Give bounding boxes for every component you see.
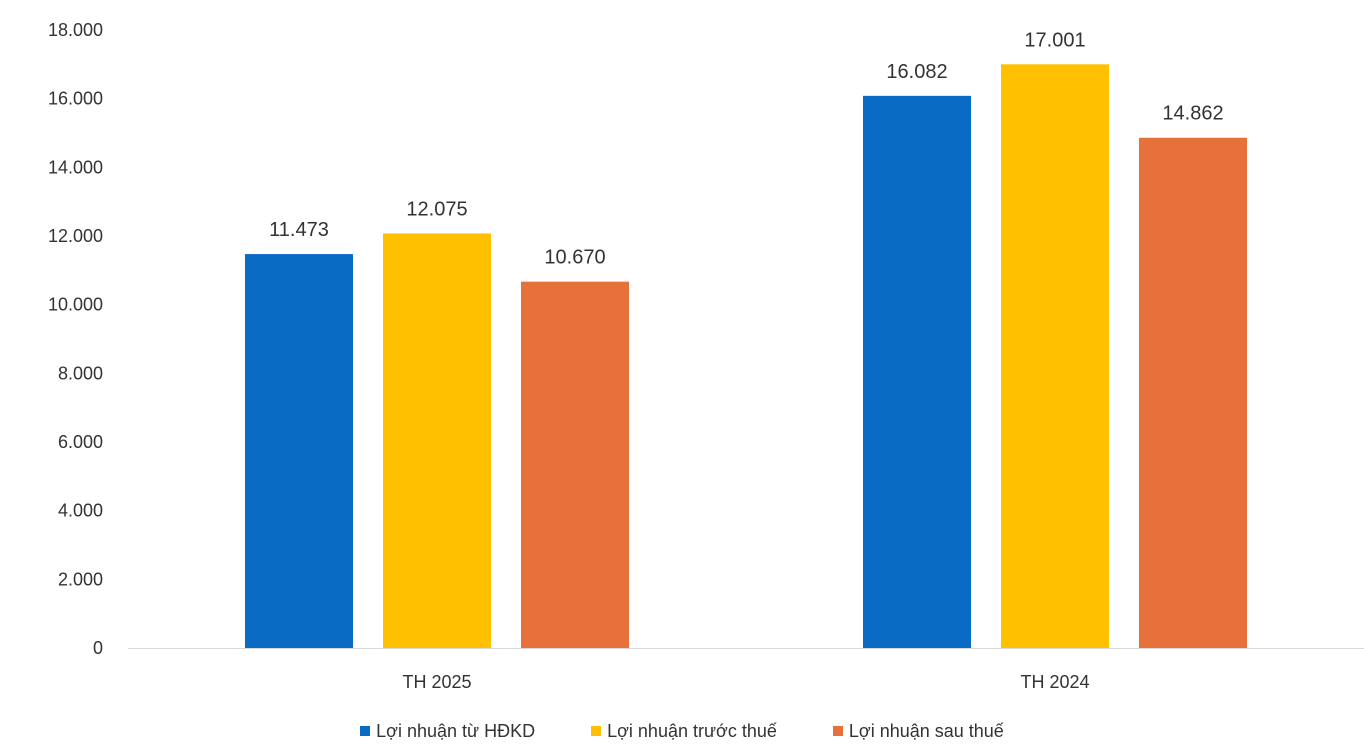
bar-1-2 — [863, 95, 971, 649]
legend-swatch — [360, 726, 371, 736]
y-tick-label: 2.000 — [58, 569, 103, 589]
bar-3-1 — [521, 281, 629, 648]
data-label: 11.473 — [269, 219, 329, 241]
y-tick-label: 18.000 — [48, 20, 103, 40]
bar-1-1 — [245, 254, 353, 648]
legend: Lợi nhuận từ HĐKD Lợi nhuận trước thuế Lợi… — [0, 718, 1364, 744]
legend-swatch — [591, 726, 602, 736]
legend-item: Lợi nhuận trước thuế — [591, 721, 777, 742]
y-tick-label: 10.000 — [48, 295, 103, 315]
legend-label: Lợi nhuận sau thuế — [848, 720, 1004, 741]
data-label: 10.670 — [544, 247, 605, 269]
legend-item: Lợi nhuận sau thuế — [832, 720, 1004, 742]
y-tick-label: 4.000 — [58, 501, 103, 521]
y-tick-label: 16.000 — [48, 89, 103, 109]
y-tick-label: 8.000 — [58, 363, 103, 383]
legend-label: Lợi nhuận trước thuế — [607, 720, 777, 741]
data-label: 14.862 — [1162, 103, 1223, 125]
x-category-label: TH 2024 — [1020, 672, 1089, 692]
legend-item: Lợi nhuận từ HĐKD — [360, 721, 535, 742]
bar-chart: 0 2.000 4.000 6.000 8.000 10.000 12.000 14.000 1… — [48, 20, 1364, 692]
bar-3-2 — [1139, 137, 1247, 648]
y-tick-label: 14.000 — [48, 157, 103, 177]
legend-label: Lợi nhuận từ HĐKD — [376, 720, 536, 741]
data-label: 17.001 — [1024, 29, 1085, 51]
y-tick-label: 12.000 — [48, 226, 103, 246]
bar-2-1 — [383, 233, 491, 649]
x-category-label: TH 2025 — [402, 672, 471, 692]
bar-2-2 — [1001, 64, 1109, 648]
y-tick-label: 0 — [93, 638, 103, 658]
y-tick-label: 6.000 — [58, 432, 103, 452]
legend-swatch — [832, 726, 843, 736]
data-label: 12.075 — [406, 198, 467, 220]
data-label: 16.082 — [886, 61, 947, 83]
